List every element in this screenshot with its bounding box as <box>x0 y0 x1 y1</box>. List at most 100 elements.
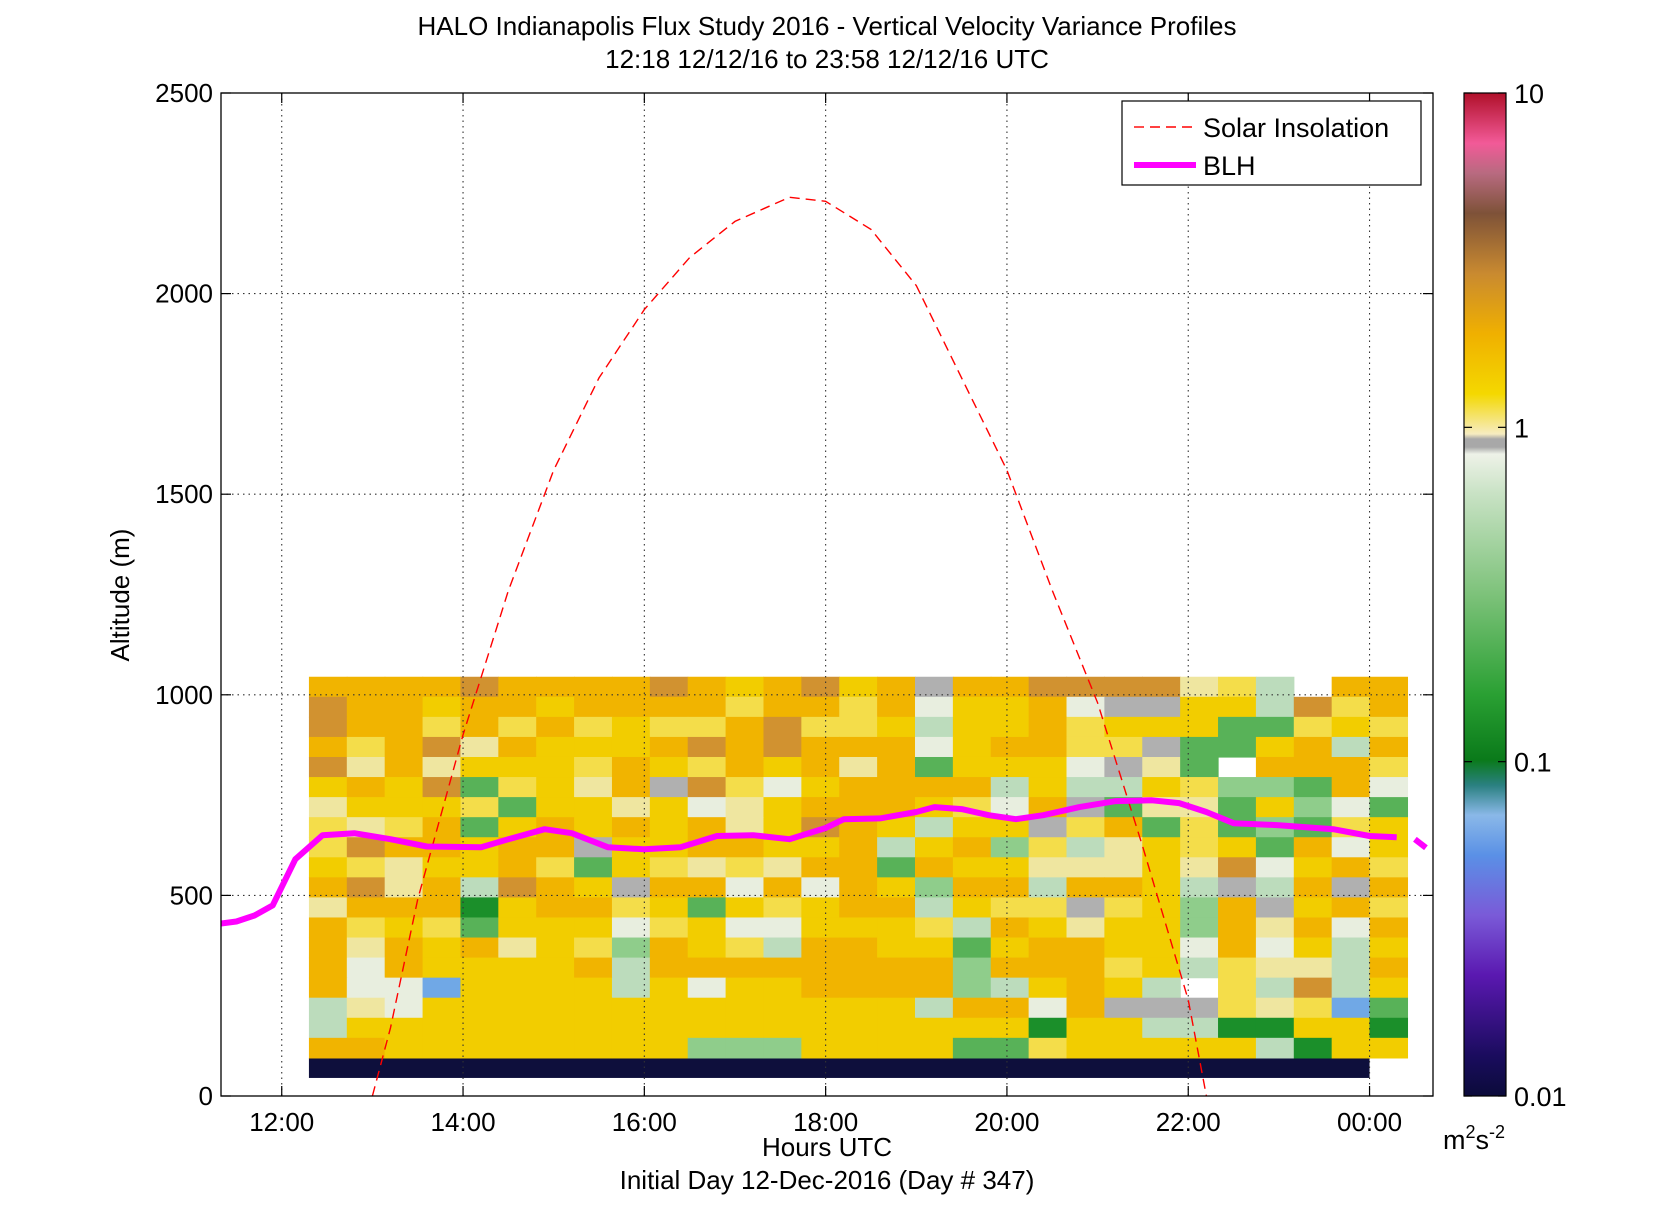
heatmap-cell <box>649 777 689 798</box>
heatmap-cell <box>839 696 878 718</box>
heatmap-cell <box>574 977 613 999</box>
heatmap-cell <box>1293 716 1333 738</box>
heatmap-cell <box>725 857 765 878</box>
heatmap-cell <box>990 897 1030 919</box>
heatmap-cell <box>611 1037 651 1059</box>
heatmap-cell <box>839 797 878 818</box>
heatmap-cell <box>763 857 802 878</box>
heatmap-cell <box>422 696 462 718</box>
heatmap-cell <box>346 1037 386 1059</box>
heatmap-cell <box>1066 817 1105 838</box>
heatmap-cell <box>308 736 348 758</box>
heatmap-cell <box>839 937 878 959</box>
heatmap-cell <box>725 1037 765 1059</box>
heatmap-cell <box>763 877 802 899</box>
heatmap-cell <box>498 997 537 1019</box>
heatmap-cell <box>1104 756 1143 778</box>
x-tick-label: 22:00 <box>1156 1107 1221 1137</box>
heatmap-cell <box>1180 696 1219 718</box>
heatmap-cell <box>422 756 462 778</box>
heatmap-cell <box>1369 857 1409 878</box>
heatmap-cell <box>990 736 1030 758</box>
heatmap-cell <box>801 797 840 818</box>
heatmap-cell <box>801 937 840 959</box>
heatmap-cell <box>725 997 765 1019</box>
heatmap-cell <box>536 696 575 718</box>
heatmap-cell <box>384 716 424 738</box>
heatmap-cell <box>308 676 348 698</box>
plot-frame <box>220 92 1434 1097</box>
heatmap-cell <box>460 777 499 798</box>
heatmap-cell <box>952 977 992 999</box>
heatmap-cell <box>1180 877 1219 899</box>
chart-subtitle: 12:18 12/12/16 to 23:58 12/12/16 UTC <box>605 44 1049 74</box>
heatmap-cell <box>763 777 802 798</box>
heatmap-cell <box>687 997 727 1019</box>
heatmap-cell <box>536 716 575 738</box>
heatmap-cell <box>1066 897 1105 919</box>
heatmap-cell <box>1028 857 1068 878</box>
heatmap-cell <box>1066 716 1105 738</box>
heatmap-cell <box>384 857 424 878</box>
heatmap-cell <box>649 917 689 939</box>
heatmap-cell <box>1331 736 1371 758</box>
heatmap-cell <box>1218 897 1257 919</box>
heatmap-cell <box>990 997 1030 1019</box>
heatmap-cell <box>498 897 537 919</box>
heatmap-cell <box>763 917 802 939</box>
heatmap-cell <box>536 756 575 778</box>
heatmap-cell <box>725 756 765 778</box>
heatmap-cell <box>574 997 613 1019</box>
heatmap-cell <box>1218 977 1257 999</box>
y-tick-label: 0 <box>199 1081 213 1111</box>
heatmap-cell <box>346 797 386 818</box>
heatmap-cell <box>877 736 916 758</box>
heatmap-cell <box>915 957 954 979</box>
heatmap-cell <box>1331 777 1371 798</box>
heatmap-cell <box>536 997 575 1019</box>
heatmap-cell <box>1369 877 1409 899</box>
heatmap-cell <box>725 696 765 718</box>
heatmap-cell <box>498 977 537 999</box>
heatmap-cell <box>763 736 802 758</box>
heatmap-cell <box>1180 997 1219 1019</box>
heatmap-cell <box>308 756 348 778</box>
heatmap-cell <box>346 696 386 718</box>
heatmap-cell <box>460 857 499 878</box>
heatmap-cell <box>877 837 916 858</box>
heatmap-cell <box>460 817 499 838</box>
heatmap-cell <box>384 877 424 899</box>
heatmap-cell <box>308 937 348 959</box>
colorbar-tick-label: 10 <box>1514 79 1544 109</box>
heatmap-cell <box>574 676 613 698</box>
heatmap-cell <box>384 977 424 999</box>
heatmap-cell <box>649 857 689 878</box>
heatmap-cells <box>308 676 1409 1078</box>
heatmap-cell <box>1028 777 1068 798</box>
colorbar-unit: m2s-2 <box>1443 1122 1505 1155</box>
heatmap-cell <box>308 777 348 798</box>
heatmap-cell <box>1180 777 1219 798</box>
heatmap-cell <box>687 696 727 718</box>
heatmap-cell <box>1255 1017 1295 1039</box>
heatmap-cell <box>877 817 916 838</box>
heatmap-cell <box>877 977 916 999</box>
heatmap-cell <box>649 937 689 959</box>
heatmap-cell <box>346 716 386 738</box>
heatmap-cell <box>1180 817 1219 838</box>
heatmap-cell <box>725 736 765 758</box>
heatmap-cell <box>1104 1017 1143 1039</box>
colorbar-gradient <box>1463 92 1507 1097</box>
heatmap-cell <box>1180 897 1219 919</box>
heatmap-cell <box>308 977 348 999</box>
heatmap-cell <box>801 736 840 758</box>
heatmap-cell <box>1331 797 1371 818</box>
heatmap-cell <box>1142 857 1181 878</box>
heatmap-cell <box>308 997 348 1019</box>
heatmap-cell <box>1066 777 1105 798</box>
heatmap-cell <box>1028 957 1068 979</box>
heatmap-cell <box>574 716 613 738</box>
heatmap-cell <box>422 897 462 919</box>
heatmap-cell <box>1255 716 1295 738</box>
